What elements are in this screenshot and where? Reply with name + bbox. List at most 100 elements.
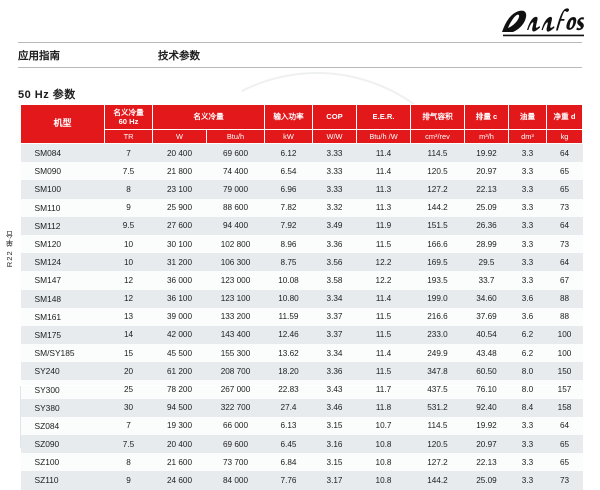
cell-dm3: 8.0 bbox=[508, 362, 547, 381]
cell-model: SM084 bbox=[20, 143, 105, 163]
cell-kg: 67 bbox=[546, 271, 583, 290]
cell-dm3: 6.2 bbox=[508, 325, 547, 345]
spec-table: 机型 名义冷量 60 Hz 名义冷量 输入功率 COP E.E.R. 排气容积 … bbox=[20, 104, 583, 490]
cell-kg: 73 bbox=[546, 234, 583, 254]
cell-w: 25 900 bbox=[152, 198, 207, 217]
cell-tr: 7 bbox=[104, 416, 153, 435]
cell-cm3rev: 199.0 bbox=[410, 289, 465, 308]
cell-btuh: 84 000 bbox=[206, 471, 265, 490]
cell-w: 24 600 bbox=[152, 471, 207, 490]
side-label-r22: R22 单台 bbox=[5, 230, 14, 268]
cell-w: 20 400 bbox=[152, 143, 207, 163]
cell-tr: 13 bbox=[104, 307, 153, 326]
cell-kw: 27.4 bbox=[264, 398, 313, 417]
cell-m3h: 37.69 bbox=[464, 307, 509, 326]
table-row: SM090 7.5 21 800 74 400 6.54 3.33 11.4 120.5 20.… bbox=[20, 162, 583, 181]
cell-btuh: 88 600 bbox=[206, 198, 265, 217]
cell-dm3: 3.3 bbox=[508, 216, 547, 235]
cell-model: SM/SY185 bbox=[20, 344, 105, 363]
th-nominal-60hz: 名义冷量 60 Hz bbox=[104, 104, 153, 130]
th-power-input: 输入功率 bbox=[264, 104, 313, 130]
table-row: SM124 10 31 200 106 300 8.75 3.56 12.2 169.5 29.… bbox=[20, 253, 583, 272]
cell-eer: 10.8 bbox=[356, 453, 411, 472]
sz-group-separator bbox=[20, 385, 582, 386]
cell-cop: 3.33 bbox=[312, 143, 357, 163]
cell-dm3: 3.6 bbox=[508, 289, 547, 308]
cell-eer: 11.5 bbox=[356, 325, 411, 345]
cell-model: SZ084 bbox=[20, 416, 105, 435]
cell-cop: 3.37 bbox=[312, 307, 357, 326]
cell-cop: 3.15 bbox=[312, 453, 357, 472]
th-displacement: 排量 c bbox=[464, 104, 509, 130]
table-row: SM120 10 30 100 102 800 8.96 3.36 11.5 166.6 28.… bbox=[20, 234, 583, 254]
table-row: SM110 9 25 900 88 600 7.82 3.32 11.3 144.2 25.09… bbox=[20, 198, 583, 217]
table-row: SM148 12 36 100 123 100 10.80 3.34 11.4 199.0 34… bbox=[20, 289, 583, 308]
cell-cop: 3.32 bbox=[312, 198, 357, 217]
cell-m3h: 92.40 bbox=[464, 398, 509, 417]
cell-kg: 64 bbox=[546, 253, 583, 272]
cell-cop: 3.56 bbox=[312, 253, 357, 272]
cell-tr: 15 bbox=[104, 344, 153, 363]
cell-kg: 100 bbox=[546, 344, 583, 363]
cell-cop: 3.17 bbox=[312, 471, 357, 490]
cell-eer: 10.7 bbox=[356, 416, 411, 435]
cell-btuh: 123 100 bbox=[206, 289, 265, 308]
table-row: SY380 30 94 500 322 700 27.4 3.46 11.8 531.2 92.… bbox=[20, 398, 583, 417]
cell-eer: 10.8 bbox=[356, 435, 411, 454]
cell-m3h: 19.92 bbox=[464, 416, 509, 435]
cell-cm3rev: 127.2 bbox=[410, 180, 465, 199]
cell-dm3: 3.3 bbox=[508, 234, 547, 254]
cell-cm3rev: 114.5 bbox=[410, 416, 465, 435]
cell-cm3rev: 347.8 bbox=[410, 362, 465, 381]
unit-dm3: dm³ bbox=[508, 129, 547, 144]
table-row: SZ100 8 21 600 73 700 6.84 3.15 10.8 127.2 22.13… bbox=[20, 453, 583, 472]
cell-tr: 12 bbox=[104, 289, 153, 308]
table-row: SM147 12 36 000 123 000 10.08 3.58 12.2 193.5 33… bbox=[20, 271, 583, 290]
cell-kw: 12.46 bbox=[264, 325, 313, 345]
cell-m3h: 29.5 bbox=[464, 253, 509, 272]
table-row: SM175 14 42 000 143 400 12.46 3.37 11.5 233.0 40… bbox=[20, 325, 583, 345]
th-net-weight: 净重 d bbox=[546, 104, 583, 130]
cell-dm3: 8.4 bbox=[508, 398, 547, 417]
cell-btuh: 73 700 bbox=[206, 453, 265, 472]
cell-kg: 64 bbox=[546, 216, 583, 235]
unit-kw: kW bbox=[264, 129, 313, 144]
cell-tr: 12 bbox=[104, 271, 153, 290]
th-eer: E.E.R. bbox=[356, 104, 411, 130]
cell-btuh: 94 400 bbox=[206, 216, 265, 235]
cell-tr: 9 bbox=[104, 198, 153, 217]
cell-btuh: 267 000 bbox=[206, 380, 265, 399]
cell-cm3rev: 193.5 bbox=[410, 271, 465, 290]
cell-kg: 65 bbox=[546, 180, 583, 199]
cell-model: SY300 bbox=[20, 380, 105, 399]
cell-w: 36 100 bbox=[152, 289, 207, 308]
cell-btuh: 133 200 bbox=[206, 307, 265, 326]
unit-cm3rev: cm³/rev bbox=[410, 129, 465, 144]
cell-tr: 10 bbox=[104, 253, 153, 272]
cell-dm3: 3.3 bbox=[508, 162, 547, 181]
running-header-left: 应用指南 bbox=[18, 49, 60, 62]
th-cop: COP bbox=[312, 104, 357, 130]
cell-w: 42 000 bbox=[152, 325, 207, 345]
cell-kg: 64 bbox=[546, 143, 583, 163]
cell-btuh: 74 400 bbox=[206, 162, 265, 181]
cell-btuh: 123 000 bbox=[206, 271, 265, 290]
cell-dm3: 8.0 bbox=[508, 380, 547, 399]
cell-tr: 7.5 bbox=[104, 435, 153, 454]
cell-dm3: 3.6 bbox=[508, 307, 547, 326]
cell-model: SZ110 bbox=[20, 471, 105, 490]
unit-btuh-w: Btu/h /W bbox=[356, 129, 411, 144]
spec-table-head: 机型 名义冷量 60 Hz 名义冷量 输入功率 COP E.E.R. 排气容积 … bbox=[20, 104, 583, 144]
cell-cm3rev: 166.6 bbox=[410, 234, 465, 254]
cell-kg: 65 bbox=[546, 435, 583, 454]
cell-cop: 3.49 bbox=[312, 216, 357, 235]
cell-model: SM090 bbox=[20, 162, 105, 181]
cell-m3h: 26.36 bbox=[464, 216, 509, 235]
cell-cm3rev: 144.2 bbox=[410, 471, 465, 490]
cell-eer: 11.4 bbox=[356, 289, 411, 308]
cell-kw: 6.12 bbox=[264, 143, 313, 163]
cell-m3h: 60.50 bbox=[464, 362, 509, 381]
th-nominal-60hz-line2: 60 Hz bbox=[118, 117, 139, 126]
cell-kg: 65 bbox=[546, 453, 583, 472]
cell-kg: 100 bbox=[546, 325, 583, 345]
